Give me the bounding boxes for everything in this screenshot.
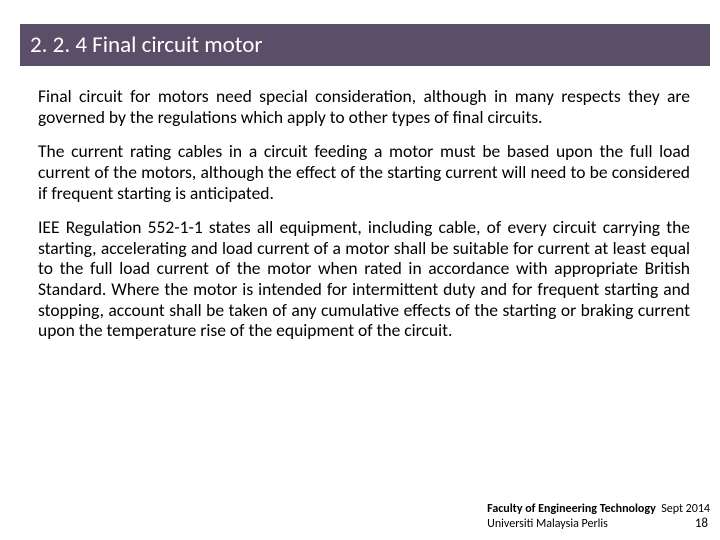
footer-date: Sept 2014: [661, 502, 710, 516]
paragraph-3: IEE Regulation 552-1-1 states all equipm…: [38, 217, 690, 341]
paragraph-2: The current rating cables in a circuit f…: [38, 141, 690, 203]
paragraph-1: Final circuit for motors need special co…: [38, 86, 690, 127]
slide-title: 2. 2. 4 Final circuit motor: [30, 31, 262, 59]
title-bar: 2. 2. 4 Final circuit motor: [20, 24, 710, 66]
footer-line1: Faculty of Engineering Technology Sept 2…: [487, 502, 710, 517]
body-text: Final circuit for motors need special co…: [38, 86, 690, 355]
page-number: 18: [695, 516, 708, 532]
footer-university: Universiti Malaysia Perlis: [487, 517, 710, 532]
footer: Faculty of Engineering Technology Sept 2…: [487, 502, 710, 532]
faculty-label: Faculty of Engineering Technology: [487, 502, 656, 516]
